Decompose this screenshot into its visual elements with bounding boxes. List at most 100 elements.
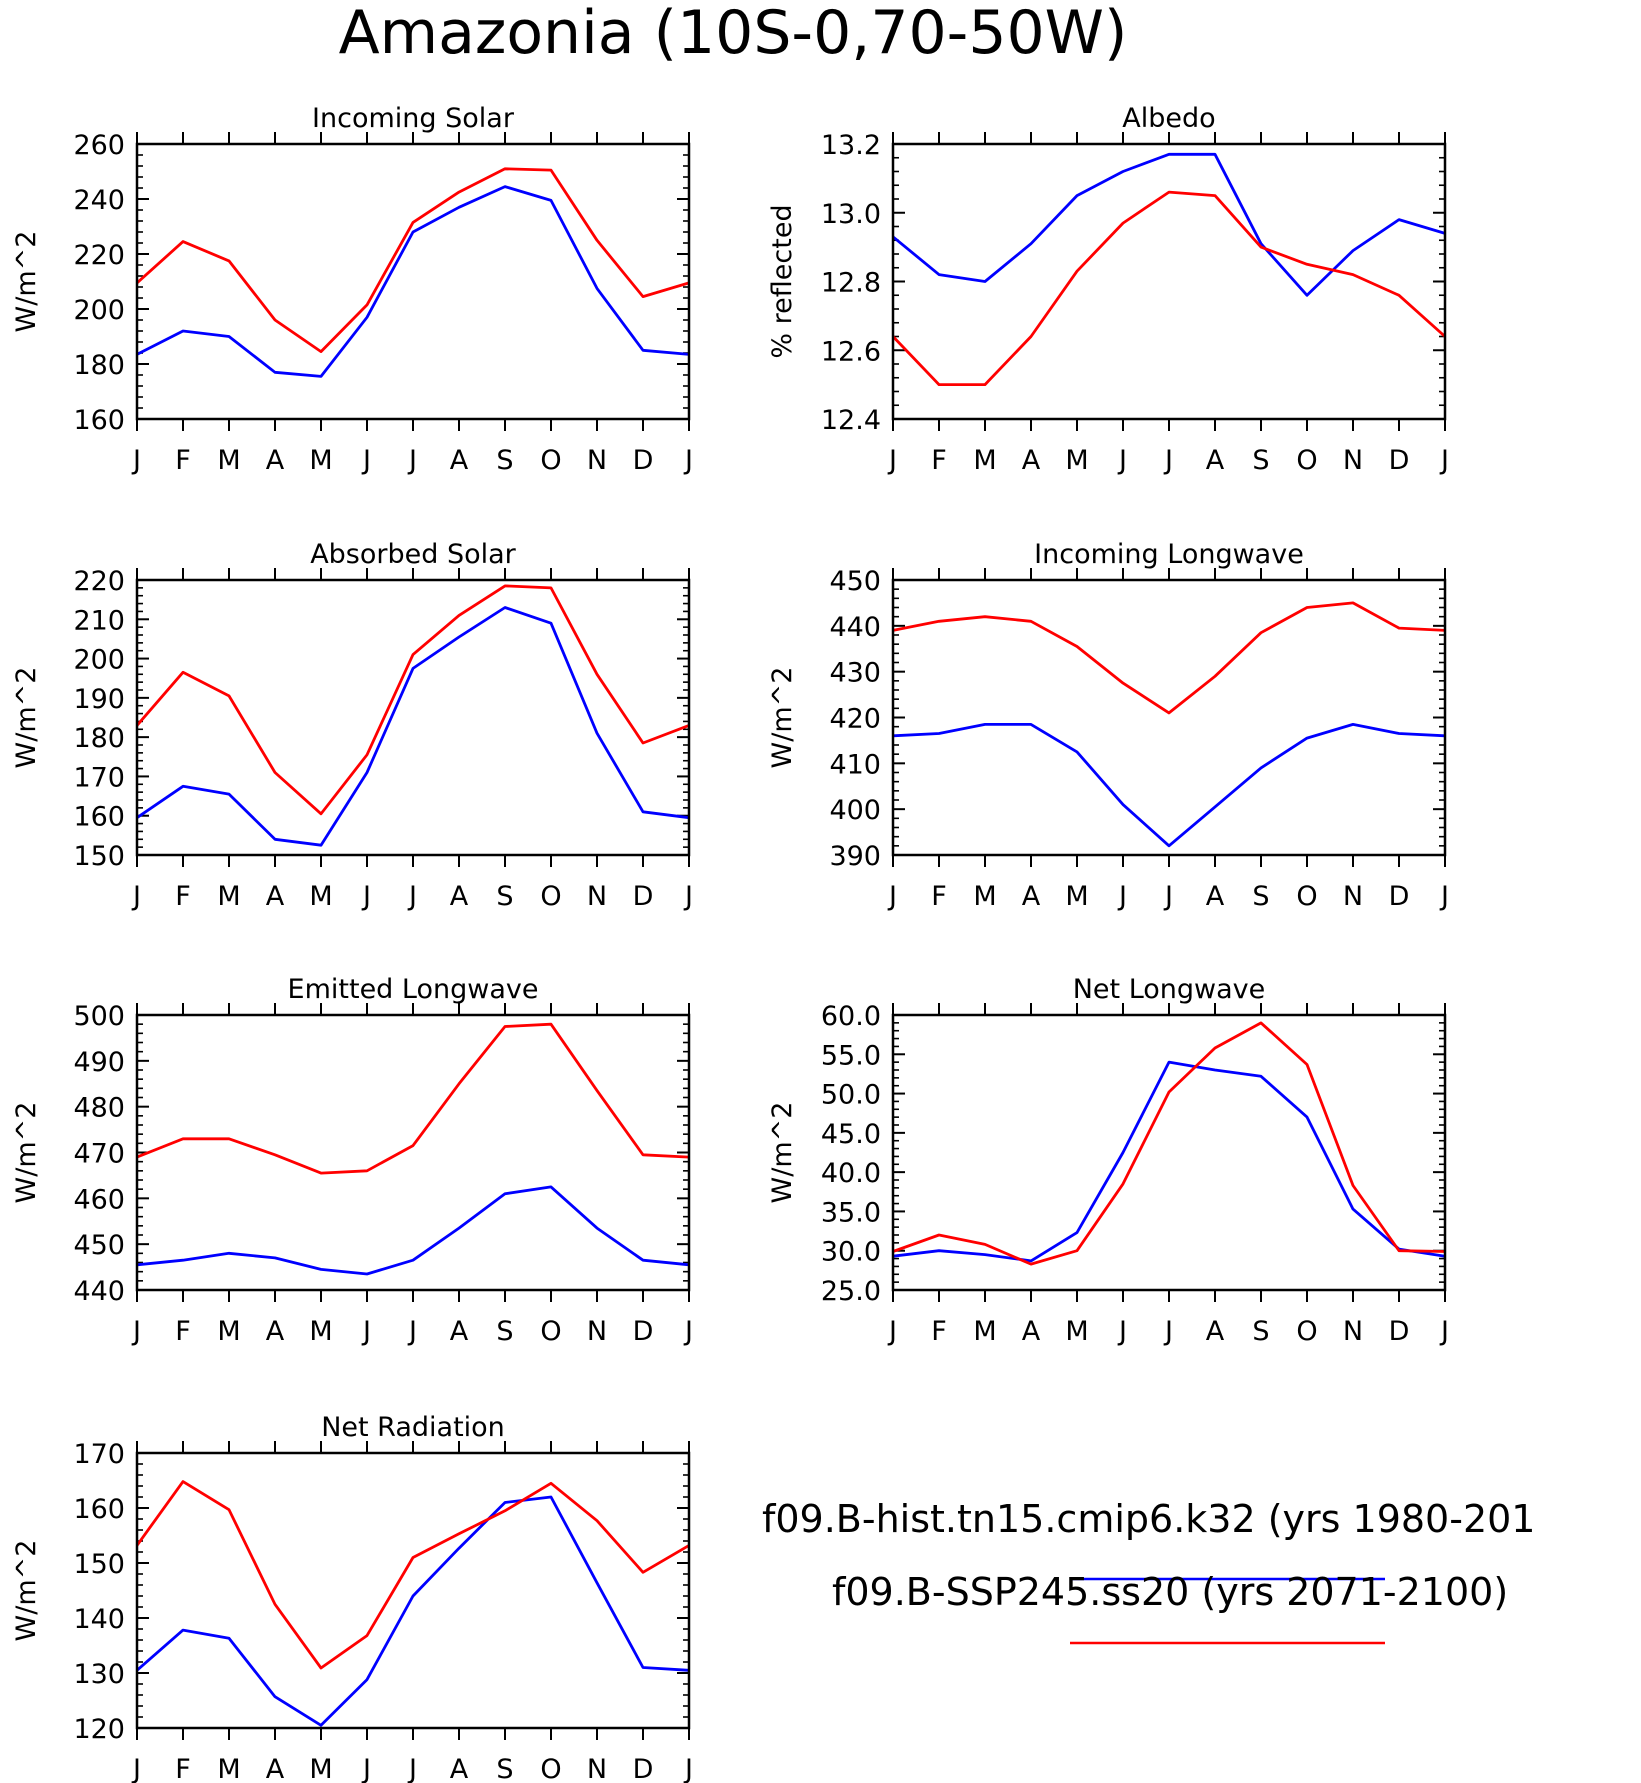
y-tick-label: 470 [73, 1139, 125, 1170]
x-tick-label: J [887, 1316, 897, 1347]
x-tick-label: O [540, 1754, 561, 1783]
x-tick-label: M [309, 1316, 332, 1347]
y-tick-label: 260 [73, 130, 125, 161]
y-tick-label: 170 [73, 762, 125, 793]
series-line-ssp [136, 1022, 690, 1175]
x-tick-label: A [266, 1316, 285, 1347]
x-tick-label: M [309, 881, 332, 912]
x-tick-label: A [1206, 445, 1225, 476]
x-tick-label: J [1439, 1316, 1449, 1347]
x-tick-label: S [1252, 1316, 1269, 1347]
x-tick-label: F [175, 1754, 191, 1783]
legend-label-hist: f09.B-hist.tn15.cmip6.k32 (yrs 1980-201 [762, 1497, 1535, 1541]
panel-title: Net Radiation [321, 1412, 505, 1443]
x-tick-label: J [361, 881, 371, 912]
x-tick-label: S [496, 445, 513, 476]
plot-frame [135, 578, 691, 857]
y-axis-label: W/m^2 [767, 1102, 798, 1204]
y-tick-label: 140 [73, 1604, 125, 1635]
x-tick-label: N [1343, 445, 1363, 476]
x-tick-label: A [1022, 881, 1041, 912]
y-tick-label: 40.0 [821, 1158, 881, 1189]
series-line-ssp [136, 167, 690, 354]
x-tick-label: F [931, 1316, 947, 1347]
y-tick-label: 13.0 [821, 199, 881, 230]
x-tick-label: S [496, 881, 513, 912]
x-tick-label: J [683, 1316, 693, 1347]
x-tick-label: N [587, 1316, 607, 1347]
x-tick-label: O [540, 1316, 561, 1347]
x-tick-label: M [309, 1754, 332, 1783]
x-tick-label: D [1389, 445, 1410, 476]
x-tick-label: J [361, 445, 371, 476]
series-line-hist [892, 1060, 1446, 1263]
series-line-ssp [891, 190, 1446, 387]
y-tick-label: 30.0 [821, 1237, 881, 1268]
y-tick-label: 35.0 [821, 1197, 881, 1228]
y-tick-label: 120 [73, 1714, 125, 1745]
plot-frame [135, 1013, 691, 1292]
y-tick-label: 13.2 [821, 130, 881, 161]
y-tick-label: 450 [73, 1230, 125, 1261]
y-tick-label: 200 [73, 645, 125, 676]
y-tick-label: 460 [73, 1184, 125, 1215]
y-tick-label: 160 [73, 802, 125, 833]
x-tick-label: D [1389, 1316, 1410, 1347]
x-tick-label: J [1163, 881, 1173, 912]
x-tick-label: A [1206, 1316, 1225, 1347]
y-axis-label: % reflected [767, 204, 798, 358]
x-tick-label: N [1343, 1316, 1363, 1347]
panel-title: Incoming Longwave [1034, 539, 1304, 570]
series-line-hist [892, 152, 1446, 297]
x-tick-label: M [1065, 1316, 1088, 1347]
panel-incoming-longwave: Incoming Longwave W/m^2 390 400 410 420 430 440… [767, 539, 1449, 912]
x-tick-label: F [931, 445, 947, 476]
y-axis-label: W/m^2 [11, 1540, 42, 1642]
series-line-ssp [135, 584, 690, 816]
x-tick-label: J [361, 1754, 371, 1783]
y-tick-label: 390 [829, 841, 881, 872]
x-tick-label: A [450, 1316, 469, 1347]
series-line-ssp [135, 1480, 690, 1670]
y-tick-label: 160 [73, 405, 125, 436]
x-tick-label: A [1206, 881, 1225, 912]
x-tick-label: S [496, 1316, 513, 1347]
y-tick-label: 60.0 [821, 1001, 881, 1032]
y-tick-label: 410 [829, 749, 881, 780]
y-tick-label: 440 [73, 1276, 125, 1307]
x-tick-label: J [1439, 881, 1449, 912]
y-tick-label: 130 [73, 1659, 125, 1690]
y-tick-label: 25.0 [821, 1276, 881, 1307]
y-tick-label: 490 [73, 1047, 125, 1078]
x-tick-label: J [1117, 881, 1127, 912]
x-tick-label: S [496, 1754, 513, 1783]
x-tick-label: J [407, 1316, 417, 1347]
y-tick-label: 180 [73, 723, 125, 754]
series-line-hist [136, 1495, 690, 1727]
plot-frame [135, 142, 691, 421]
plot-frame [891, 142, 1447, 421]
y-axis-label: W/m^2 [11, 1102, 42, 1204]
x-tick-label: J [887, 881, 897, 912]
series-line-hist [892, 723, 1446, 848]
legend: f09.B-hist.tn15.cmip6.k32 (yrs 1980-201 … [762, 1497, 1535, 1645]
panel-absorbed-solar: Absorbed Solar W/m^2 150 160 170 180 190 200 210… [11, 539, 693, 912]
x-tick-label: J [683, 1754, 693, 1783]
x-tick-label: O [1296, 881, 1317, 912]
y-tick-label: 440 [829, 612, 881, 643]
plot-frame [135, 1451, 691, 1730]
x-tick-label: M [973, 1316, 996, 1347]
x-tick-label: D [633, 1316, 654, 1347]
x-tick-label: A [450, 445, 469, 476]
x-tick-label: A [266, 881, 285, 912]
x-tick-label: F [931, 881, 947, 912]
x-tick-label: J [683, 445, 693, 476]
x-tick-label: M [217, 881, 240, 912]
x-tick-label: M [217, 1754, 240, 1783]
x-tick-label: J [131, 1754, 141, 1783]
